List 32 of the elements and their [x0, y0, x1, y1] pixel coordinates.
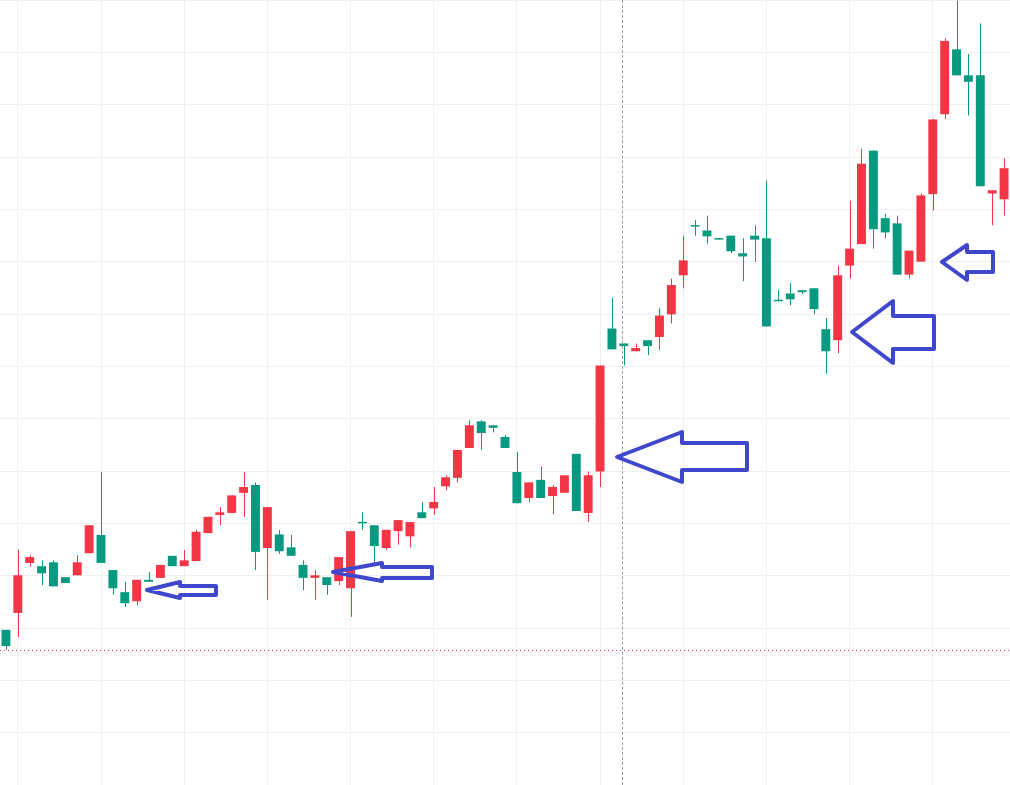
- candlestick: [536, 466, 546, 499]
- candlestick: [429, 486, 439, 516]
- candlestick: [310, 569, 320, 601]
- candlestick: [619, 342, 629, 367]
- candlestick: [845, 200, 855, 280]
- candlestick: [678, 235, 688, 289]
- candlestick: [405, 521, 415, 548]
- candlestick: [37, 559, 47, 586]
- candlestick: [464, 419, 474, 449]
- candlestick: [393, 519, 403, 546]
- candlestick: [120, 581, 130, 608]
- candlestick: [821, 317, 831, 374]
- candlestick: [108, 569, 118, 596]
- candlestick: [987, 189, 997, 226]
- candlestick: [880, 213, 890, 239]
- candlestick: [274, 529, 284, 555]
- candlestick: [963, 53, 973, 117]
- candlestick: [298, 559, 308, 591]
- candlestick: [369, 524, 379, 564]
- candlestick: [524, 481, 534, 503]
- candlestick: [809, 287, 819, 315]
- candlestick: [215, 506, 225, 526]
- candlestick: [738, 237, 748, 282]
- candlestick: [785, 282, 795, 306]
- candlestick: [132, 579, 142, 606]
- candlestick: [607, 297, 617, 350]
- candlestick: [239, 471, 249, 518]
- candlestick: [476, 419, 486, 451]
- candlestick: [750, 224, 759, 263]
- candlestick: [548, 484, 557, 515]
- candlestick: [655, 307, 664, 351]
- candlestick: [286, 534, 296, 557]
